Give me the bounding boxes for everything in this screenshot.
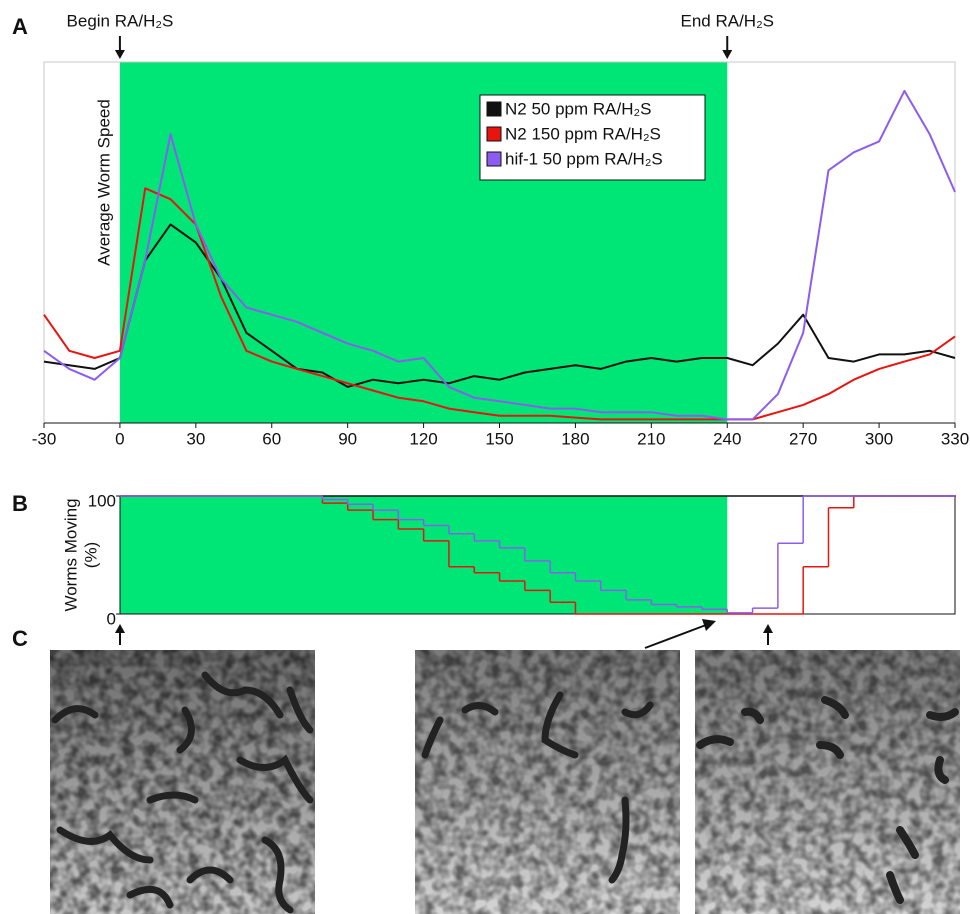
x-tick-label: 60	[262, 429, 281, 448]
x-tick-label: 120	[409, 429, 437, 448]
panel-label: A	[12, 14, 28, 39]
legend-label: N2 50 ppm RA/H₂S	[505, 99, 651, 118]
y-axis-label: Average Worm Speed	[94, 99, 113, 266]
x-tick-label: 180	[561, 429, 589, 448]
series-line	[43, 89, 956, 421]
x-tick-label: 240	[713, 429, 741, 448]
legend-swatch	[486, 151, 502, 167]
panel-label: B	[12, 491, 28, 516]
x-tick-label: 210	[637, 429, 665, 448]
annotation-arrowhead	[114, 50, 125, 59]
y-axis-label: (%)	[81, 542, 100, 568]
legend-label: hif-1 50 ppm RA/H₂S	[505, 149, 663, 168]
annotation-arrowhead	[722, 50, 733, 59]
y-axis-label: Worms Moving	[61, 498, 80, 611]
annotation: Begin RA/H₂S	[67, 11, 174, 30]
x-tick-label: 0	[115, 429, 124, 448]
arrows	[115, 619, 773, 649]
x-tick-label: 150	[485, 429, 513, 448]
panel-label: C	[12, 626, 28, 651]
x-tick-label: 330	[941, 429, 969, 448]
micrograph	[50, 650, 315, 914]
legend-swatch	[486, 126, 502, 142]
y-tick-label: 100	[88, 491, 116, 510]
micrograph	[695, 650, 960, 914]
legend-label: N2 150 ppm RA/H₂S	[505, 124, 661, 143]
x-tick-label: 90	[338, 429, 357, 448]
x-tick-label: 300	[865, 429, 893, 448]
legend-swatch	[486, 101, 502, 117]
x-tick-label: -30	[32, 429, 57, 448]
x-tick-label: 30	[186, 429, 205, 448]
annotation: End RA/H₂S	[680, 11, 774, 30]
series-line	[43, 223, 956, 388]
x-tick-label: 270	[789, 429, 817, 448]
legend-box	[479, 94, 706, 181]
highlight-region	[120, 496, 728, 614]
micrograph	[415, 650, 680, 914]
y-tick-label: 0	[107, 609, 116, 628]
